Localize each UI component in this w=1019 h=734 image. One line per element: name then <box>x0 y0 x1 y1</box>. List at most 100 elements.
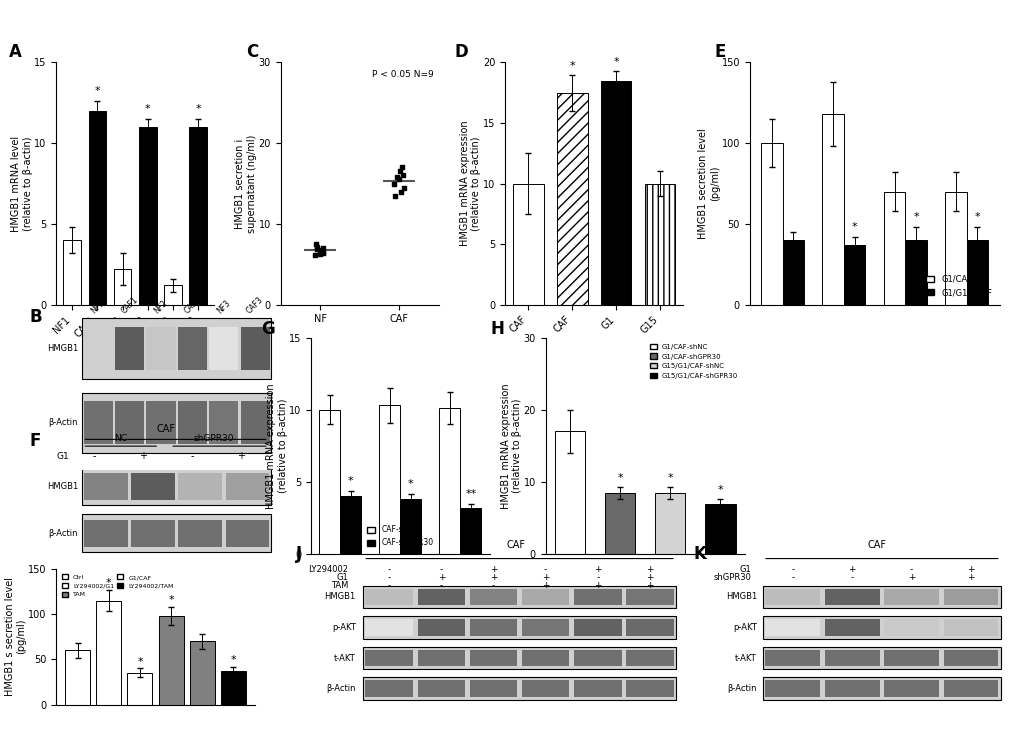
Text: CAF2: CAF2 <box>182 295 203 316</box>
Bar <box>340 496 361 554</box>
Point <box>308 241 324 253</box>
Text: G1: G1 <box>336 573 348 582</box>
Text: +: + <box>593 564 601 574</box>
Text: HMGB1: HMGB1 <box>726 592 756 601</box>
Text: *: * <box>974 212 979 222</box>
Text: -: - <box>491 581 494 589</box>
Text: *: * <box>95 87 100 96</box>
Text: *: * <box>851 222 857 232</box>
Bar <box>159 616 183 705</box>
Text: *: * <box>196 104 201 114</box>
Text: p-AKT: p-AKT <box>331 623 356 632</box>
Text: -: - <box>387 564 390 574</box>
Y-axis label: HMGB1 secretion level
(pg/ml): HMGB1 secretion level (pg/ml) <box>698 128 719 239</box>
Bar <box>883 192 905 305</box>
Y-axis label: HMGB1 mRNA expression
(relative to β-actin): HMGB1 mRNA expression (relative to β-act… <box>460 120 481 247</box>
Bar <box>113 269 131 305</box>
Bar <box>363 586 676 608</box>
Text: +: + <box>907 573 914 582</box>
Bar <box>843 245 864 305</box>
Bar <box>365 650 413 666</box>
Text: *: * <box>612 57 619 68</box>
Y-axis label: HMGB1 secretion i
supernatant (ng/ml): HMGB1 secretion i supernatant (ng/ml) <box>235 134 257 233</box>
Bar <box>225 520 269 547</box>
Point <box>390 173 407 185</box>
Y-axis label: HMGB1 mRNA expression
(relative to β-actin): HMGB1 mRNA expression (relative to β-act… <box>500 383 522 509</box>
Text: HMGB1: HMGB1 <box>324 592 356 601</box>
Bar <box>943 589 998 605</box>
Text: +: + <box>593 581 601 589</box>
Bar <box>83 468 271 505</box>
Text: t-AKT: t-AKT <box>333 653 356 663</box>
Bar <box>574 650 621 666</box>
Text: J: J <box>296 545 302 564</box>
Text: +: + <box>645 564 653 574</box>
Text: *: * <box>717 485 722 495</box>
Y-axis label: HMGB1 s secretion level
(pg/ml): HMGB1 s secretion level (pg/ml) <box>5 577 26 697</box>
Bar <box>209 401 238 445</box>
Bar <box>762 586 1000 608</box>
Text: NC: NC <box>114 434 127 443</box>
Text: *: * <box>145 104 151 114</box>
Text: G1: G1 <box>56 451 69 461</box>
Text: -: - <box>93 451 96 461</box>
Bar <box>365 589 413 605</box>
Bar <box>115 401 144 445</box>
Bar <box>417 650 465 666</box>
Point <box>391 166 408 178</box>
Bar <box>945 192 966 305</box>
Bar <box>85 473 127 500</box>
Legend: G1/CAF-shNC, G1/CAF-shGPR30, G15/G1/CAF-shNC, G15/G1/CAF-shGPR30: G1/CAF-shNC, G1/CAF-shGPR30, G15/G1/CAF-… <box>646 341 741 382</box>
Bar <box>221 671 246 705</box>
Bar <box>762 617 1000 639</box>
Text: G: G <box>261 320 274 338</box>
Point <box>393 161 410 173</box>
Bar <box>574 589 621 605</box>
Text: CAF: CAF <box>156 424 175 435</box>
Bar <box>644 184 675 305</box>
Bar <box>63 240 81 305</box>
Bar <box>115 327 144 370</box>
Bar <box>139 127 157 305</box>
Text: +: + <box>541 573 549 582</box>
Bar <box>824 680 878 697</box>
Text: +: + <box>541 581 549 589</box>
Point <box>314 242 330 254</box>
Bar <box>400 499 421 554</box>
Bar <box>240 401 270 445</box>
Bar <box>764 680 819 697</box>
Bar <box>821 114 843 305</box>
Bar <box>131 520 175 547</box>
Bar <box>626 680 674 697</box>
Bar <box>319 410 340 554</box>
Text: -: - <box>439 581 442 589</box>
Bar <box>824 619 878 636</box>
Point <box>388 171 405 183</box>
Point <box>312 248 328 260</box>
Point <box>386 189 403 201</box>
Bar <box>762 677 1000 700</box>
Text: CAF1: CAF1 <box>119 295 140 316</box>
Text: β-Actin: β-Actin <box>49 528 78 537</box>
Bar <box>83 515 271 552</box>
Y-axis label: HMGB1 mRNA expression
(relative to β-actin): HMGB1 mRNA expression (relative to β-act… <box>266 383 287 509</box>
Text: A: A <box>9 43 21 61</box>
Text: B: B <box>30 308 43 327</box>
Text: shGPR30: shGPR30 <box>712 573 750 582</box>
Text: HMGB1: HMGB1 <box>47 482 78 491</box>
Text: CAF3: CAF3 <box>245 295 265 316</box>
Text: +: + <box>489 564 497 574</box>
Text: -: - <box>791 573 794 582</box>
Bar <box>190 642 215 705</box>
Bar <box>604 493 635 554</box>
Text: β-Actin: β-Actin <box>326 684 356 693</box>
Bar <box>654 493 685 554</box>
Bar <box>626 619 674 636</box>
Text: β-Actin: β-Actin <box>49 418 78 427</box>
Bar <box>147 327 175 370</box>
Text: *: * <box>616 473 623 484</box>
Text: F: F <box>30 432 41 450</box>
Text: G1: G1 <box>739 564 750 574</box>
Bar <box>626 650 674 666</box>
Bar <box>883 680 938 697</box>
